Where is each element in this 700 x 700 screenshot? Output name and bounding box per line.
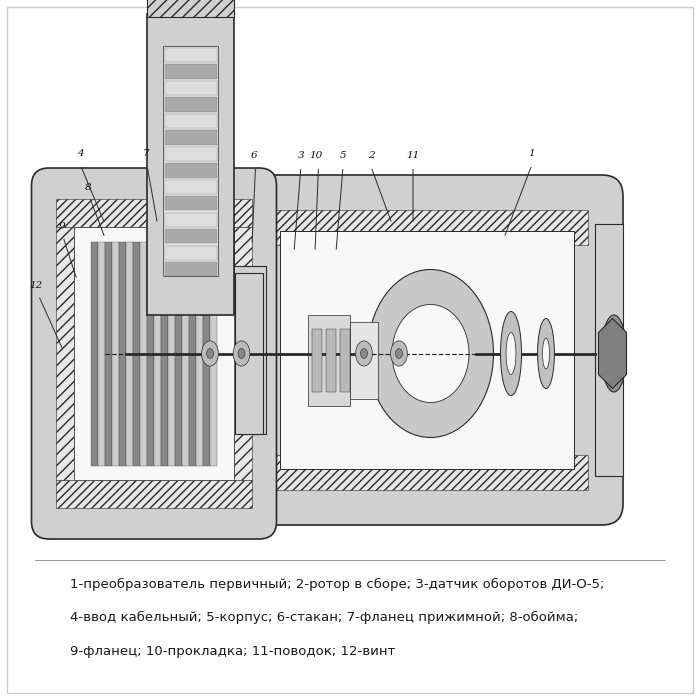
FancyBboxPatch shape xyxy=(74,228,235,480)
FancyBboxPatch shape xyxy=(56,228,74,480)
FancyBboxPatch shape xyxy=(340,329,350,392)
Ellipse shape xyxy=(538,318,554,388)
Text: 4-ввод кабельный; 5-корпус; 6-стакан; 7-фланец прижимной; 8-обойма;: 4-ввод кабельный; 5-корпус; 6-стакан; 7-… xyxy=(70,611,578,624)
FancyBboxPatch shape xyxy=(164,230,217,244)
FancyBboxPatch shape xyxy=(150,46,163,276)
Ellipse shape xyxy=(391,341,407,366)
FancyBboxPatch shape xyxy=(350,322,378,399)
Ellipse shape xyxy=(233,341,250,366)
FancyBboxPatch shape xyxy=(234,280,245,420)
Text: 3: 3 xyxy=(298,150,304,160)
FancyBboxPatch shape xyxy=(231,266,266,434)
Ellipse shape xyxy=(238,349,245,358)
FancyBboxPatch shape xyxy=(140,241,147,466)
FancyBboxPatch shape xyxy=(147,241,154,466)
Text: 9: 9 xyxy=(58,222,65,231)
FancyBboxPatch shape xyxy=(164,246,217,260)
FancyBboxPatch shape xyxy=(147,0,234,18)
FancyBboxPatch shape xyxy=(56,480,252,508)
Text: 1: 1 xyxy=(528,148,536,158)
FancyBboxPatch shape xyxy=(150,276,231,298)
FancyBboxPatch shape xyxy=(164,97,217,111)
FancyBboxPatch shape xyxy=(32,168,276,539)
Ellipse shape xyxy=(356,341,372,366)
FancyBboxPatch shape xyxy=(164,48,217,62)
Ellipse shape xyxy=(392,304,469,402)
Text: 5: 5 xyxy=(340,150,346,160)
FancyBboxPatch shape xyxy=(266,210,588,245)
FancyBboxPatch shape xyxy=(164,114,217,128)
Text: 11: 11 xyxy=(407,150,419,160)
FancyBboxPatch shape xyxy=(210,241,217,466)
FancyBboxPatch shape xyxy=(164,197,217,211)
FancyBboxPatch shape xyxy=(56,199,252,228)
FancyBboxPatch shape xyxy=(234,228,252,480)
FancyBboxPatch shape xyxy=(312,329,322,392)
FancyBboxPatch shape xyxy=(164,213,217,227)
FancyBboxPatch shape xyxy=(164,130,217,144)
FancyBboxPatch shape xyxy=(168,241,175,466)
FancyBboxPatch shape xyxy=(161,241,168,466)
Ellipse shape xyxy=(506,332,516,375)
FancyBboxPatch shape xyxy=(147,14,234,315)
FancyBboxPatch shape xyxy=(119,241,126,466)
FancyBboxPatch shape xyxy=(164,262,217,276)
Ellipse shape xyxy=(601,315,626,392)
Ellipse shape xyxy=(500,312,522,395)
FancyBboxPatch shape xyxy=(105,241,112,466)
Text: 9-фланец; 10-прокладка; 11-поводок; 12-винт: 9-фланец; 10-прокладка; 11-поводок; 12-в… xyxy=(70,645,396,658)
FancyBboxPatch shape xyxy=(248,287,255,420)
FancyBboxPatch shape xyxy=(326,329,336,392)
Ellipse shape xyxy=(202,341,218,366)
Text: 7: 7 xyxy=(142,149,149,158)
FancyBboxPatch shape xyxy=(126,241,133,466)
FancyBboxPatch shape xyxy=(234,273,262,434)
Ellipse shape xyxy=(368,270,493,438)
Text: 2: 2 xyxy=(368,150,374,160)
FancyBboxPatch shape xyxy=(133,241,140,466)
Text: 10: 10 xyxy=(310,150,323,160)
FancyBboxPatch shape xyxy=(280,231,574,469)
FancyBboxPatch shape xyxy=(150,25,231,46)
FancyBboxPatch shape xyxy=(196,241,203,466)
Text: 1-преобразователь первичный; 2-ротор в сборе; 3-датчик оборотов ДИ-О-5;: 1-преобразователь первичный; 2-ротор в с… xyxy=(70,578,604,591)
FancyBboxPatch shape xyxy=(112,241,119,466)
FancyBboxPatch shape xyxy=(91,241,98,466)
FancyBboxPatch shape xyxy=(231,175,623,525)
FancyBboxPatch shape xyxy=(236,287,243,420)
FancyBboxPatch shape xyxy=(164,180,217,194)
FancyBboxPatch shape xyxy=(203,241,210,466)
FancyBboxPatch shape xyxy=(189,241,196,466)
FancyBboxPatch shape xyxy=(154,241,161,466)
Text: 4: 4 xyxy=(77,149,84,158)
FancyBboxPatch shape xyxy=(602,238,623,462)
FancyBboxPatch shape xyxy=(595,224,623,476)
FancyBboxPatch shape xyxy=(266,455,588,490)
FancyBboxPatch shape xyxy=(175,241,182,466)
FancyBboxPatch shape xyxy=(164,164,217,178)
FancyBboxPatch shape xyxy=(164,81,217,95)
Text: 8: 8 xyxy=(85,183,92,192)
Ellipse shape xyxy=(542,338,550,369)
Ellipse shape xyxy=(360,349,368,358)
Polygon shape xyxy=(598,318,626,388)
Ellipse shape xyxy=(395,349,402,358)
FancyBboxPatch shape xyxy=(218,46,231,276)
Ellipse shape xyxy=(206,349,214,358)
Text: 12: 12 xyxy=(30,281,43,290)
FancyBboxPatch shape xyxy=(182,241,189,466)
FancyBboxPatch shape xyxy=(163,46,218,276)
FancyBboxPatch shape xyxy=(98,241,105,466)
FancyBboxPatch shape xyxy=(164,64,217,78)
FancyBboxPatch shape xyxy=(308,315,350,406)
Text: 6: 6 xyxy=(251,150,258,160)
FancyBboxPatch shape xyxy=(164,147,217,161)
